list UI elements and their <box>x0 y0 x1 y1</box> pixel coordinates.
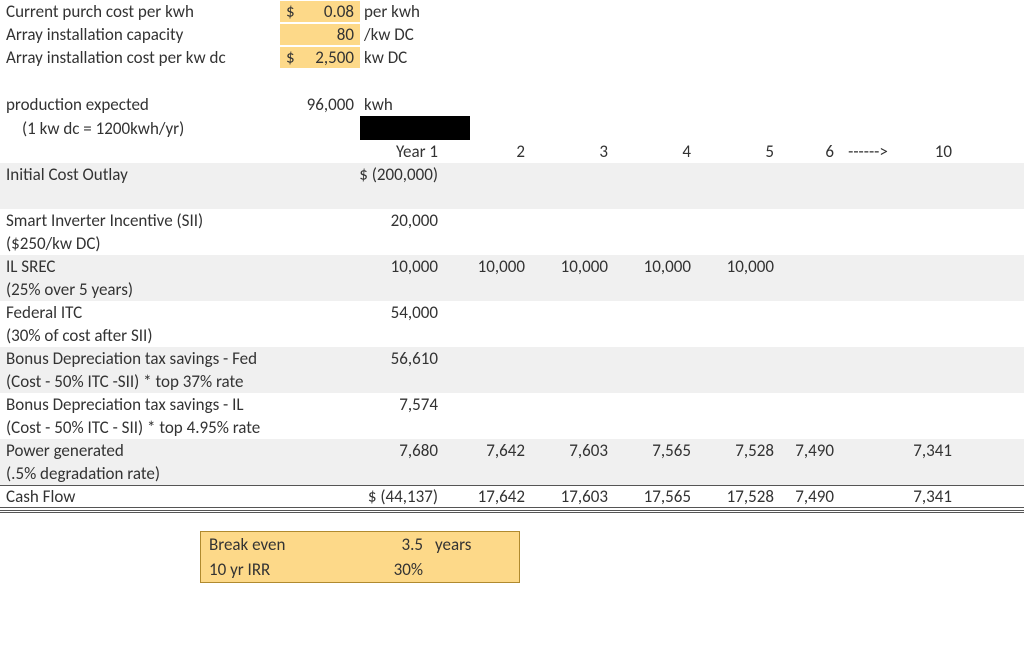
sublabel: (25% over 5 years) <box>0 279 280 300</box>
col-year-3: 3 <box>533 141 616 162</box>
row-dep-il-sub: (Cost - 50% ITC - SII) * top 4.95% rate <box>0 416 1024 439</box>
label: Current purch cost per kwh <box>0 1 280 22</box>
val-y5: 10,000 <box>699 256 782 277</box>
currency-symbol: $ <box>286 47 295 68</box>
row-install-cost: Array installation cost per kw dc $ 2,50… <box>0 46 1024 69</box>
value: 0.08 <box>324 1 354 22</box>
unit: years <box>429 534 471 555</box>
label: Break even <box>209 534 349 555</box>
unit: per kwh <box>360 1 432 22</box>
val-y4: 17,565 <box>616 486 699 507</box>
val-y1: $ (200,000) <box>280 164 450 185</box>
val-y3: 10,000 <box>533 256 616 277</box>
col-year-10: 10 <box>894 141 960 162</box>
summary-box: Break even 3.5 years 10 yr IRR 30% <box>200 531 520 583</box>
value: 96,000 <box>280 94 360 115</box>
val-y3: 7,603 <box>533 440 616 461</box>
row-power: Power generated 7,680 7,642 7,603 7,565 … <box>0 439 1024 462</box>
unit: kw DC <box>360 47 432 68</box>
label: Bonus Depreciation tax savings - Fed <box>0 348 280 369</box>
year-header: Year 1 2 3 4 5 6 ------> 10 <box>0 140 1024 163</box>
val-y1: 20,000 <box>280 210 450 231</box>
val-y2: 17,642 <box>450 486 533 507</box>
col-year-1: Year 1 <box>280 141 450 162</box>
label: Federal ITC <box>0 302 280 323</box>
val-y3: 17,603 <box>533 486 616 507</box>
row-initial-spacer <box>0 186 1024 209</box>
row-power-sub: (.5% degradation rate) <box>0 462 1024 485</box>
val-y1: 7,574 <box>280 394 450 415</box>
label: IL SREC <box>0 256 280 277</box>
col-year-5: 5 <box>699 141 782 162</box>
row-itc: Federal ITC 54,000 <box>0 301 1024 324</box>
sublabel: (Cost - 50% ITC -SII) * top 37% rate <box>0 371 280 392</box>
row-production: production expected 96,000 kwh <box>0 93 1024 116</box>
label: Bonus Depreciation tax savings - IL <box>0 394 280 415</box>
label: Array installation cost per kw dc <box>0 47 280 68</box>
summary-area: Break even 3.5 years 10 yr IRR 30% <box>0 510 1024 583</box>
row-sii-sub: ($250/kw DC) <box>0 232 1024 255</box>
sublabel: (1 kw dc = 1200kwh/yr) <box>0 118 280 139</box>
label: Array installation capacity <box>0 24 280 45</box>
val-y1: 7,680 <box>280 440 450 461</box>
sublabel: (Cost - 50% ITC - SII) * top 4.95% rate <box>0 417 280 438</box>
val-y4: 10,000 <box>616 256 699 277</box>
row-dep-fed-sub: (Cost - 50% ITC -SII) * top 37% rate <box>0 370 1024 393</box>
label: Power generated <box>0 440 280 461</box>
row-production-sub: (1 kw dc = 1200kwh/yr) <box>0 116 1024 140</box>
val-y5: 7,528 <box>699 440 782 461</box>
label: Smart Inverter Incentive (SII) <box>0 210 280 231</box>
value: 2,500 <box>315 47 354 68</box>
sublabel: (30% of cost after SII) <box>0 325 280 346</box>
summary-breakeven: Break even 3.5 years <box>201 532 519 557</box>
value-cell: $ 0.08 <box>280 1 360 22</box>
label: Cash Flow <box>0 486 280 507</box>
row-srec: IL SREC 10,000 10,000 10,000 10,000 10,0… <box>0 255 1024 278</box>
row-initial: Initial Cost Outlay $ (200,000) <box>0 163 1024 186</box>
val-y2: 7,642 <box>450 440 533 461</box>
val-y1: 10,000 <box>280 256 450 277</box>
val-y6: 7,490 <box>782 440 842 461</box>
val-y4: 7,565 <box>616 440 699 461</box>
val-y10: 7,341 <box>894 440 960 461</box>
sublabel: (.5% degradation rate) <box>0 463 280 484</box>
col-year-6: 6 <box>782 141 842 162</box>
val-y10: 7,341 <box>894 486 960 507</box>
row-itc-sub: (30% of cost after SII) <box>0 324 1024 347</box>
redacted-box <box>360 116 470 140</box>
unit: kwh <box>360 94 432 115</box>
value: 30% <box>349 559 429 580</box>
sublabel: ($250/kw DC) <box>0 233 280 254</box>
currency-symbol: $ <box>286 1 295 22</box>
row-cashflow: Cash Flow $ (44,137) 17,642 17,603 17,56… <box>0 485 1024 508</box>
val-y6: 7,490 <box>782 486 842 507</box>
summary-irr: 10 yr IRR 30% <box>201 557 519 582</box>
col-year-2: 2 <box>450 141 533 162</box>
row-sii: Smart Inverter Incentive (SII) 20,000 <box>0 209 1024 232</box>
row-dep-il: Bonus Depreciation tax savings - IL 7,57… <box>0 393 1024 416</box>
row-srec-sub: (25% over 5 years) <box>0 278 1024 301</box>
row-capacity: Array installation capacity 80 /kw DC <box>0 23 1024 46</box>
label: production expected <box>0 94 280 115</box>
col-arrow: ------> <box>842 141 894 162</box>
unit: /kw DC <box>360 24 432 45</box>
value: 3.5 <box>349 534 429 555</box>
value-cell: $ 2,500 <box>280 47 360 68</box>
val-y5: 17,528 <box>699 486 782 507</box>
val-y1: 56,610 <box>280 348 450 369</box>
spreadsheet: Current purch cost per kwh $ 0.08 per kw… <box>0 0 1024 583</box>
col-year-4: 4 <box>616 141 699 162</box>
val-y1: 54,000 <box>280 302 450 323</box>
val-y2: 10,000 <box>450 256 533 277</box>
row-dep-fed: Bonus Depreciation tax savings - Fed 56,… <box>0 347 1024 370</box>
value: 80 <box>280 24 360 45</box>
val-y1: $ (44,137) <box>280 486 450 507</box>
row-purch-cost: Current purch cost per kwh $ 0.08 per kw… <box>0 0 1024 23</box>
label: Initial Cost Outlay <box>0 164 280 185</box>
label: 10 yr IRR <box>209 559 349 580</box>
